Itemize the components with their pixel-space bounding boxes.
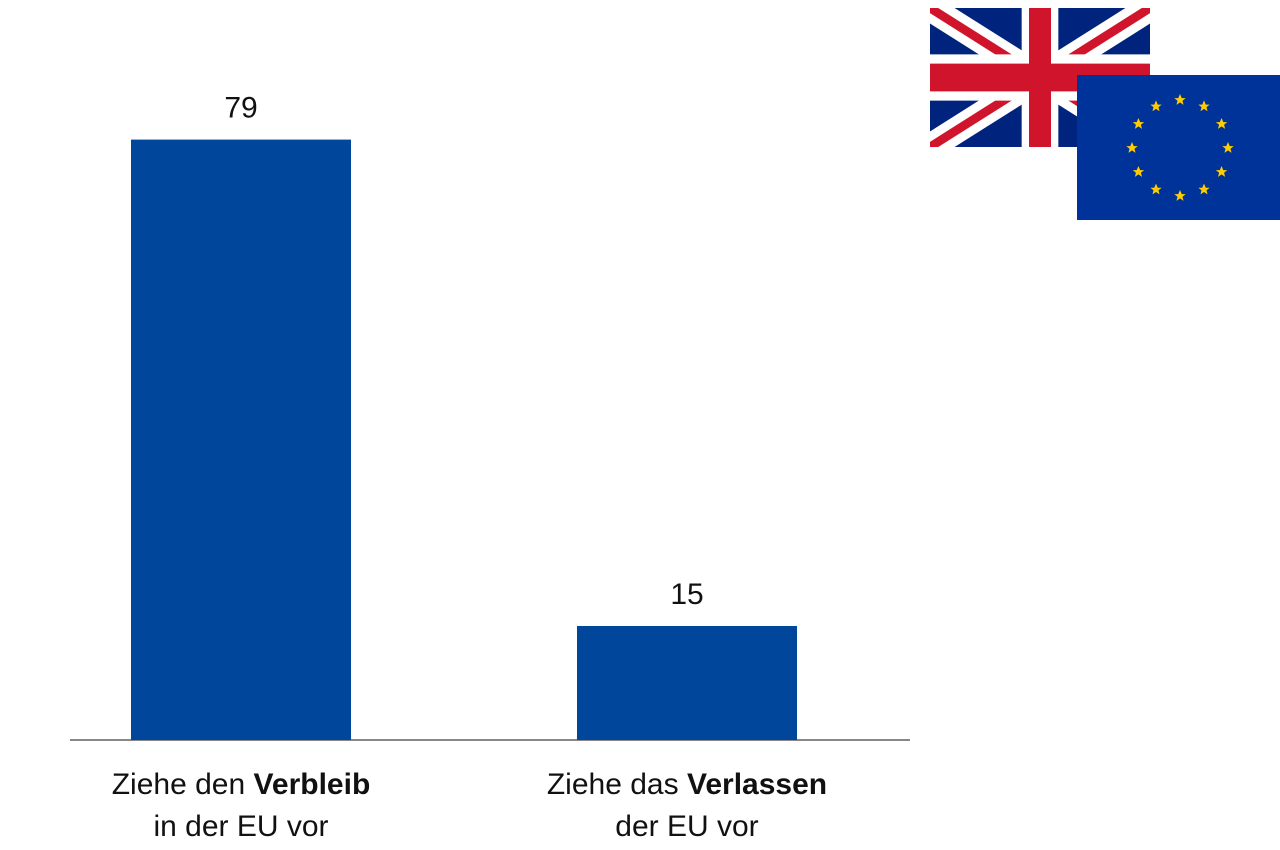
x-tick-label-part: in der EU vor <box>153 810 328 843</box>
x-tick-label-part: Verlassen <box>687 768 827 801</box>
x-tick-label-part: Verbleib <box>254 768 371 801</box>
x-tick-label-part: der EU vor <box>615 810 758 843</box>
x-tick-label: in der EU vor <box>153 810 328 843</box>
eu-flag <box>1077 75 1280 220</box>
value-label: 15 <box>670 578 703 611</box>
x-tick-label-part: Ziehe den <box>112 768 245 801</box>
x-tick-label-part: Ziehe das <box>547 768 679 801</box>
value-label: 79 <box>224 92 257 125</box>
bar <box>131 139 351 741</box>
x-tick-label: der EU vor <box>615 810 758 843</box>
x-tick-label: Ziehe den Verbleib <box>112 768 371 801</box>
x-tick-label: Ziehe das Verlassen <box>547 768 827 801</box>
bar <box>577 626 797 740</box>
